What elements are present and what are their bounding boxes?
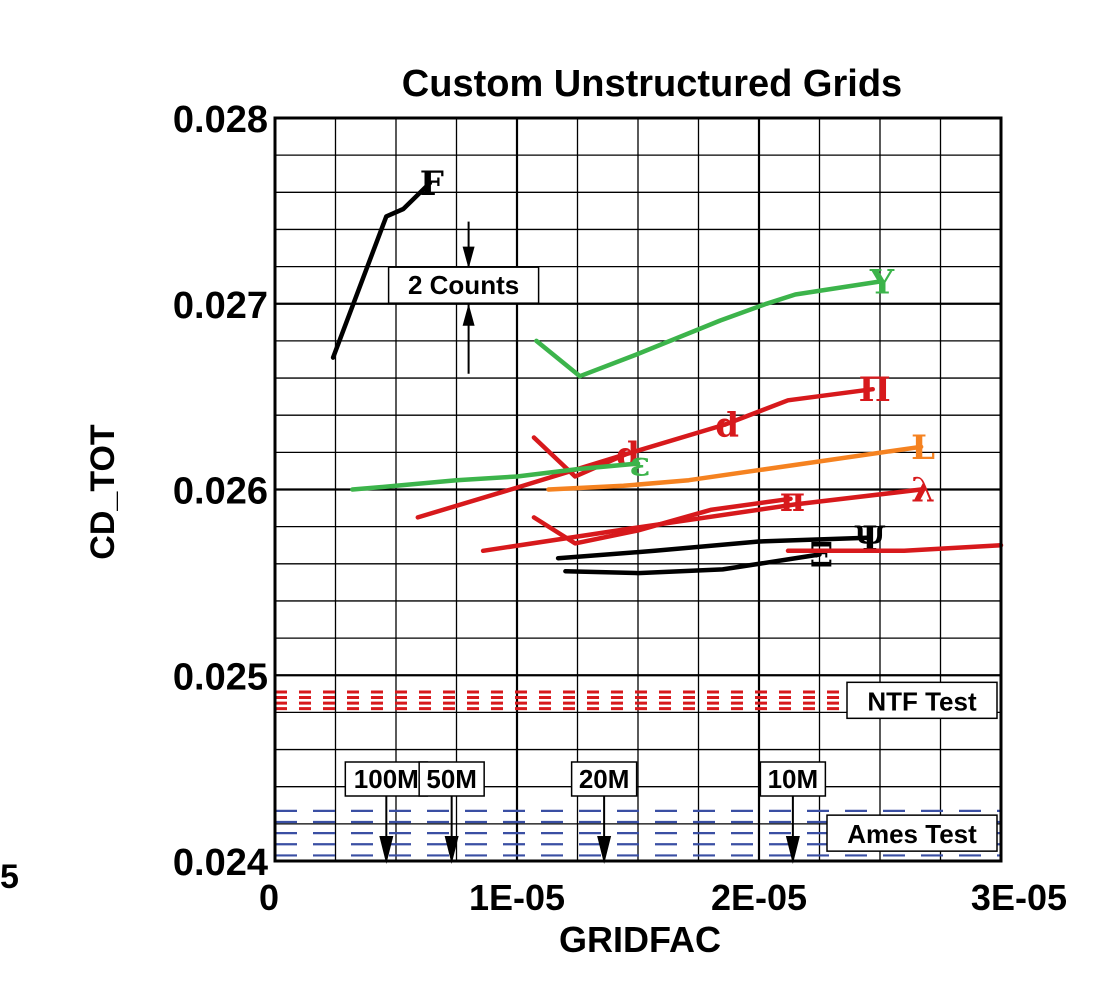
series-line	[531, 496, 793, 546]
series: Υ	[534, 262, 895, 379]
series-line	[722, 386, 875, 427]
series-marker: d	[715, 405, 739, 445]
grid-size-label-box	[570, 761, 638, 797]
y-axis-label: CD_TOT	[84, 424, 122, 560]
series: ε	[350, 444, 651, 492]
plot-frame	[273, 116, 1003, 863]
annotations: 2 Counts 100M 50M 20M 10M	[344, 221, 827, 864]
series-line	[330, 180, 433, 360]
grid	[275, 118, 1001, 861]
series	[785, 542, 1004, 554]
x-tick-label: 2E-05	[711, 877, 807, 918]
grid-size-label: 20M	[579, 764, 630, 794]
y-tick-label: 0.026	[173, 471, 268, 513]
counts-label: 2 Counts	[408, 270, 519, 300]
series-marker: π	[780, 480, 805, 520]
counts-label-box	[387, 266, 540, 304]
grid-size-label: 50M	[426, 764, 477, 794]
reference-band-label-box	[826, 814, 998, 852]
series: F	[330, 164, 444, 360]
series-line	[555, 535, 871, 561]
series-line	[563, 552, 822, 576]
series-marker: λ	[911, 471, 935, 511]
series: d	[415, 405, 739, 520]
series-line	[546, 444, 924, 492]
stray-label: 5	[0, 858, 19, 896]
grid-size-arrow-head	[597, 836, 612, 864]
y-tick-label: 0.025	[173, 656, 268, 698]
series: λ	[480, 471, 935, 554]
grid-size-arrow-head	[444, 836, 459, 864]
grid-size-arrow-head	[785, 836, 800, 864]
counts-arrow-head	[462, 246, 475, 269]
series-marker: ε	[630, 444, 651, 484]
grid-size-label-box	[344, 761, 429, 797]
y-tick-label: 0.028	[173, 99, 268, 141]
series-marker: L	[911, 428, 935, 468]
counts-arrow-head	[462, 303, 475, 326]
x-tick-label: 1E-05	[469, 877, 565, 918]
y-tick-label: 0.027	[173, 285, 268, 327]
x-tick-label: 0	[259, 877, 279, 918]
series-line	[531, 435, 629, 479]
x-axis-label: GRIDFAC	[559, 919, 721, 960]
series-marker: Π	[859, 370, 891, 410]
grid-size-arrow-head	[379, 836, 394, 864]
x-tick-label: 3E-05	[971, 877, 1067, 918]
reference-bands: NTF Test Ames Test	[275, 681, 1001, 857]
tick-labels: 0 1E-05 2E-05 3E-05 0.024 0.025 0.026 0.027 0.02…	[173, 99, 1067, 918]
grid-size-label: 100M	[354, 764, 419, 794]
reference-band-label: Ames Test	[847, 819, 977, 849]
grid-size-label-box	[418, 761, 485, 797]
series: Ξ	[563, 536, 834, 576]
series-line	[350, 461, 641, 492]
chart-title: Custom Unstructured Grids	[402, 63, 902, 105]
series-line	[534, 279, 883, 379]
series-marker: Υ	[869, 262, 895, 302]
series: L	[546, 428, 935, 492]
grid-size-label: 10M	[768, 764, 819, 794]
series-line	[480, 487, 924, 554]
series-marker: F	[420, 164, 444, 204]
reference-band-label-box	[846, 681, 998, 720]
series: π	[531, 480, 805, 546]
series: Π	[722, 370, 891, 427]
series-line	[785, 542, 1004, 554]
series-marker: Ξ	[810, 536, 834, 576]
reference-band-label: NTF Test	[867, 686, 977, 716]
y-tick-label: 0.024	[173, 842, 268, 884]
